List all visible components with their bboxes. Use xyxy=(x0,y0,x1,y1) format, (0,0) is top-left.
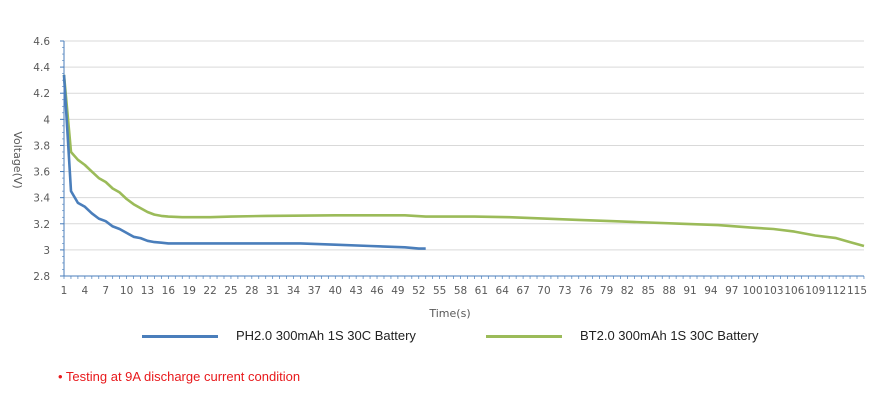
x-tick-label: 100 xyxy=(743,285,763,297)
x-tick-label: 31 xyxy=(266,285,279,297)
x-tick-label: 76 xyxy=(579,285,593,297)
y-axis-label: Voltage(V) xyxy=(11,131,24,188)
x-tick-label: 37 xyxy=(308,285,321,297)
x-tick-label: 73 xyxy=(558,285,571,297)
x-tick-label: 16 xyxy=(162,285,176,297)
voltage-time-chart: 4.6 4.4 4.2 4 3.8 3.6 3.4 3.2 3 2.8 1 4 7 10 13 16 19 22… xyxy=(11,36,867,320)
x-tick-label: 4 xyxy=(82,285,89,297)
y-tick-label: 4.6 xyxy=(33,36,50,48)
x-tick-label: 46 xyxy=(370,285,384,297)
y-tick-label: 3.2 xyxy=(33,219,50,231)
x-tick-label: 115 xyxy=(847,285,867,297)
x-tick-label: 13 xyxy=(141,285,154,297)
x-tick-label: 1 xyxy=(61,285,68,297)
x-tick-label: 43 xyxy=(349,285,362,297)
x-tick-label: 28 xyxy=(245,285,258,297)
gridlines xyxy=(64,40,864,251)
legend-label: BT2.0 300mAh 1S 30C Battery xyxy=(580,328,759,343)
x-tick-label: 106 xyxy=(784,285,804,297)
x-tick-label: 103 xyxy=(764,285,784,297)
x-tick-label: 82 xyxy=(621,285,634,297)
x-tick-label: 94 xyxy=(704,285,718,297)
x-tick-label: 52 xyxy=(412,285,425,297)
x-tick-label: 64 xyxy=(496,285,510,297)
x-tick-label: 85 xyxy=(642,285,655,297)
series-line xyxy=(62,74,426,250)
legend-swatch-blue xyxy=(142,335,218,339)
legend-item-ph20: PH2.0 300mAh 1S 30C Battery xyxy=(142,328,416,343)
x-tick-label: 22 xyxy=(203,285,216,297)
x-tick-label: 49 xyxy=(391,285,404,297)
x-tick-label: 40 xyxy=(329,285,342,297)
x-tick-label: 25 xyxy=(224,285,237,297)
y-tick-label: 4 xyxy=(43,114,50,126)
y-tick-label: 4.2 xyxy=(33,88,50,100)
x-tick-label: 19 xyxy=(183,285,196,297)
y-tick-label: 2.8 xyxy=(33,271,50,283)
series-line xyxy=(62,74,865,248)
x-tick-label: 58 xyxy=(454,285,467,297)
y-tick-label: 3 xyxy=(43,245,50,257)
x-tick-label: 109 xyxy=(805,285,825,297)
y-axis: 4.6 4.4 4.2 4 3.8 3.6 3.4 3.2 3 2.8 xyxy=(33,36,65,283)
x-tick-label: 97 xyxy=(725,285,738,297)
y-tick-label: 4.4 xyxy=(33,62,50,74)
legend-swatch-green xyxy=(486,335,562,339)
y-tick-label: 3.6 xyxy=(33,167,50,179)
x-tick-label: 34 xyxy=(287,285,301,297)
x-tick-label: 10 xyxy=(120,285,133,297)
legend-item-bt20: BT2.0 300mAh 1S 30C Battery xyxy=(486,328,758,343)
y-tick-label: 3.4 xyxy=(33,193,50,205)
x-tick-label: 7 xyxy=(102,285,109,297)
x-tick-label: 112 xyxy=(826,285,846,297)
x-axis: 1 4 7 10 13 16 19 22 25 28 31 34 37 40 43 46 49 52 55 58 61 6… xyxy=(61,275,867,297)
x-tick-label: 67 xyxy=(516,285,529,297)
series-lines xyxy=(62,74,865,250)
x-tick-label: 61 xyxy=(475,285,488,297)
x-tick-label: 55 xyxy=(433,285,446,297)
x-axis-label: Time(s) xyxy=(428,307,470,320)
x-tick-label: 79 xyxy=(600,285,613,297)
test-condition-note: • Testing at 9A discharge current condit… xyxy=(58,369,301,384)
legend-label: PH2.0 300mAh 1S 30C Battery xyxy=(236,328,416,343)
x-tick-label: 70 xyxy=(537,285,550,297)
y-tick-label: 3.8 xyxy=(33,140,50,152)
x-tick-label: 88 xyxy=(662,285,675,297)
x-tick-label: 91 xyxy=(683,285,696,297)
